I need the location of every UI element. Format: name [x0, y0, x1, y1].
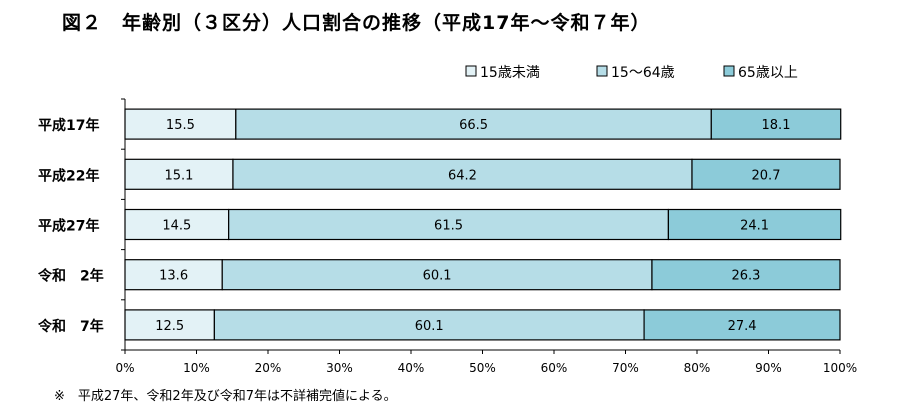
- bar-segment: [124, 309, 215, 341]
- bar-segment: [651, 259, 841, 291]
- bar-segment: [124, 208, 230, 241]
- bar-segment: [232, 158, 693, 190]
- legend-label: 65歳以上: [738, 65, 798, 81]
- footnote: ※ 平成27年、令和2年及び令和7年は不詳補完値による。: [54, 389, 397, 404]
- data-label: 27.4: [728, 319, 757, 334]
- data-label: 26.3: [732, 269, 761, 284]
- x-tick-label: 60%: [541, 361, 568, 375]
- data-label: 64.2: [448, 168, 477, 183]
- bar-segment: [213, 309, 645, 341]
- bar-segment: [710, 108, 842, 140]
- x-tick-label: 0%: [115, 361, 134, 375]
- data-label: 14.5: [162, 219, 191, 234]
- category-label: 平成17年: [38, 117, 99, 134]
- bar-segment: [643, 309, 841, 341]
- data-label: 15.1: [165, 168, 194, 183]
- category-label: 令和 2年: [37, 268, 104, 285]
- category-label: 平成22年: [38, 167, 99, 184]
- legend-label: 15歳未満: [480, 65, 540, 81]
- x-tick-label: 40%: [398, 361, 425, 375]
- x-tick-label: 90%: [755, 361, 782, 375]
- bar-segment: [124, 259, 223, 291]
- legend-swatch: [465, 65, 477, 77]
- x-axis: 0% 10% 20% 30% 40% 50% 60% 70% 80% 90% 100%: [115, 349, 857, 375]
- category-label: 平成27年: [38, 218, 99, 235]
- data-label: 66.5: [459, 118, 488, 133]
- data-label: 24.1: [740, 219, 769, 234]
- data-label: 13.6: [159, 269, 188, 284]
- data-label: 15.5: [166, 118, 195, 133]
- legend-swatch: [723, 65, 735, 77]
- plot-area: 15.5 66.5 18.1 15.1 64.2 20.7 14.5 61.5 24.1 13.6…: [124, 108, 842, 341]
- bar-segment: [667, 208, 842, 241]
- legend: 15歳未満 15～64歳 65歳以上: [465, 65, 798, 81]
- x-tick-label: 80%: [684, 361, 711, 375]
- x-tick-label: 30%: [326, 361, 353, 375]
- x-tick-label: 10%: [183, 361, 210, 375]
- bar-segment: [691, 158, 841, 190]
- x-tick-label: 100%: [823, 361, 857, 375]
- data-label: 12.5: [155, 319, 184, 334]
- bar-segment: [228, 208, 670, 241]
- data-label: 60.1: [423, 269, 452, 284]
- x-tick-label: 20%: [255, 361, 282, 375]
- category-label: 令和 7年: [37, 318, 104, 335]
- bar-segment: [235, 108, 712, 140]
- data-label: 20.7: [752, 168, 781, 183]
- stacked-bar-chart: 15歳未満 15～64歳 65歳以上 15.5 66.5 18.1 15.1 64.2 20.…: [37, 65, 857, 375]
- data-label: 18.1: [762, 118, 791, 133]
- legend-swatch: [596, 65, 608, 77]
- chart-title: 図２ 年齢別（３区分）人口割合の推移（平成17年～令和７年）: [62, 12, 651, 34]
- bar-segment: [221, 259, 653, 291]
- legend-label: 15～64歳: [611, 65, 675, 81]
- x-tick-label: 50%: [469, 361, 496, 375]
- data-label: 61.5: [434, 219, 463, 234]
- data-label: 60.1: [415, 319, 444, 334]
- x-tick-label: 70%: [612, 361, 639, 375]
